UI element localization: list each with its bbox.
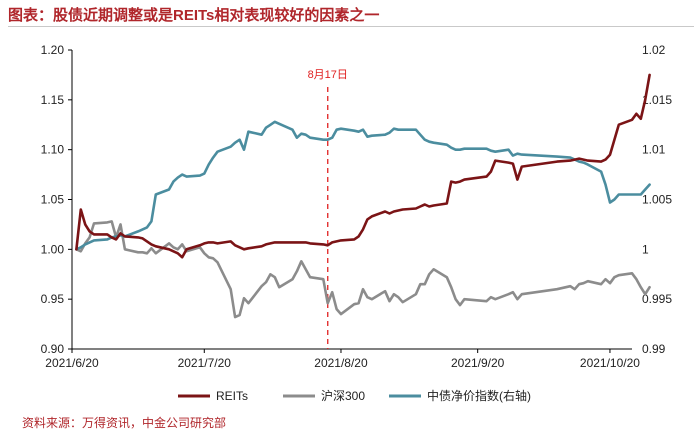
legend-label-2: 中债净价指数(右轴) — [427, 388, 531, 403]
y2-tick-label: 1.01 — [642, 143, 666, 157]
x-tick-label: 2021/6/20 — [45, 356, 99, 370]
x-tick-label: 2021/7/20 — [178, 356, 232, 370]
legend-label-0: REITs — [216, 389, 248, 403]
x-tick-label: 2021/9/20 — [451, 356, 505, 370]
annotation-label: 8月17日 — [308, 69, 348, 81]
chart-title: 图表：股债近期调整或是REITs相对表现较好的因素之一 — [8, 7, 380, 24]
y-tick-label: 0.95 — [41, 292, 65, 306]
x-tick-label: 2021/10/20 — [580, 356, 640, 370]
chart-legend: REITs 沪深300 中债净价指数(右轴) — [178, 388, 531, 403]
y-tick-label: 1.05 — [41, 193, 65, 207]
y2-tick-label: 1.015 — [642, 93, 672, 107]
y-tick-label: 0.90 — [41, 342, 65, 356]
chart-axes: 0.90 0.95 1.00 1.05 1.10 1.15 1.20 0.99 0.995 1 1.… — [41, 43, 673, 370]
y2-tick-label: 0.995 — [642, 292, 672, 306]
chart-lines — [75, 73, 651, 319]
y2-tick-label: 1.005 — [642, 193, 672, 207]
series-line-0 — [75, 73, 651, 259]
y-tick-label: 1.20 — [41, 43, 65, 57]
y2-tick-label: 1.02 — [642, 43, 666, 57]
chart-svg: 0.90 0.95 1.00 1.05 1.10 1.15 1.20 0.99 0.995 1 1.… — [41, 43, 673, 403]
y-tick-label: 1.00 — [41, 242, 65, 256]
y2-tick-label: 0.99 — [642, 342, 666, 356]
series-line-2 — [75, 120, 651, 251]
series-line-1 — [75, 220, 651, 319]
legend-label-1: 沪深300 — [321, 389, 365, 403]
y-tick-label: 1.15 — [41, 93, 65, 107]
title-divider — [8, 26, 694, 27]
source-note: 资料来源：万得资讯，中金公司研究部 — [22, 416, 227, 430]
y2-tick-label: 1 — [642, 242, 649, 256]
y-tick-label: 1.10 — [41, 143, 65, 157]
x-tick-label: 2021/8/20 — [314, 356, 368, 370]
